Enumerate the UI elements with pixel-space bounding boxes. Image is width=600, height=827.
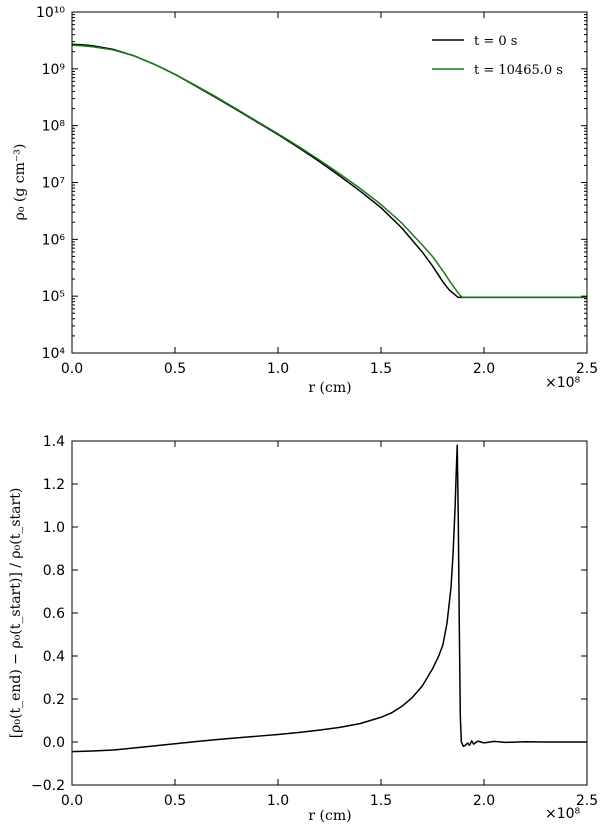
density-ticks-group: 0.0 0.5 1.0 1.5 2.0 2.5 10⁴ 10⁵ 10⁶ 10⁷ 10⁸ 10⁹ 10¹⁰ bbox=[36, 5, 598, 377]
x-tick-label: 1.0 bbox=[267, 793, 289, 809]
x-tick-label: 2.0 bbox=[473, 361, 495, 377]
density-y-axis-label: ρ₀ (g cm⁻³) bbox=[12, 144, 28, 221]
relative-change-series-group bbox=[71, 444, 587, 753]
relative-change-y-axis-label: [ρ₀(t_end) − ρ₀(t_start)] / ρ₀(t_start) bbox=[8, 488, 24, 739]
y-tick-label: 0.4 bbox=[43, 649, 65, 665]
density-legend: t = 0 s t = 10465.0 s bbox=[432, 34, 563, 78]
y-tick-label: 10⁸ bbox=[42, 119, 66, 135]
x-tick-label: 2.5 bbox=[576, 361, 598, 377]
y-tick-label: 10¹⁰ bbox=[36, 5, 65, 21]
y-tick-label: −0.2 bbox=[31, 778, 65, 794]
y-tick-label: 10⁶ bbox=[42, 232, 66, 248]
y-tick-label: 1.2 bbox=[43, 477, 65, 493]
x-tick-label: 2.5 bbox=[576, 793, 598, 809]
y-tick-label: 0.0 bbox=[43, 735, 65, 751]
legend-label-t10465: t = 10465.0 s bbox=[474, 63, 563, 78]
density-profile-panel: 0.0 0.5 1.0 1.5 2.0 2.5 10⁴ 10⁵ 10⁶ 10⁷ 10⁸ 10⁹ 10¹⁰… bbox=[12, 5, 598, 396]
y-tick-label: 1.0 bbox=[43, 520, 65, 536]
x-tick-label: 1.5 bbox=[370, 361, 392, 377]
x-tick-label: 0.0 bbox=[61, 361, 83, 377]
y-tick-label: 0.6 bbox=[43, 606, 65, 622]
relative-change-x-multiplier: ×10⁸ bbox=[545, 806, 581, 822]
density-x-axis-label: r (cm) bbox=[308, 380, 351, 396]
legend-label-t0: t = 0 s bbox=[474, 34, 517, 49]
x-tick-label: 1.0 bbox=[267, 361, 289, 377]
relative-change-ticks-group: 0.0 0.5 1.0 1.5 2.0 2.5−0.20.00.20.40.60.81.0… bbox=[31, 434, 598, 809]
x-tick-label: 0.5 bbox=[164, 361, 186, 377]
series-line-0-1 bbox=[71, 44, 587, 299]
relative-change-plot-frame bbox=[71, 440, 588, 786]
density-series-group bbox=[71, 43, 587, 299]
relative-change-x-axis-label: r (cm) bbox=[308, 808, 351, 824]
density-x-multiplier: ×10⁸ bbox=[545, 375, 581, 391]
x-tick-label: 0.5 bbox=[164, 793, 186, 809]
y-tick-label: 0.8 bbox=[43, 563, 65, 579]
y-tick-label: 0.2 bbox=[43, 692, 65, 708]
series-line-1-0 bbox=[71, 444, 587, 753]
y-tick-label: 10⁴ bbox=[42, 346, 66, 362]
relative-change-panel: 0.0 0.5 1.0 1.5 2.0 2.5−0.20.00.20.40.60.81.0… bbox=[8, 434, 598, 824]
x-tick-label: 2.0 bbox=[473, 793, 495, 809]
y-tick-label: 10⁷ bbox=[42, 176, 65, 192]
y-tick-label: 1.4 bbox=[43, 434, 65, 450]
series-line-0-0 bbox=[71, 43, 587, 299]
y-tick-label: 10⁹ bbox=[42, 62, 66, 78]
y-tick-label: 10⁵ bbox=[42, 289, 65, 305]
x-tick-label: 0.0 bbox=[61, 793, 83, 809]
x-tick-label: 1.5 bbox=[370, 793, 392, 809]
